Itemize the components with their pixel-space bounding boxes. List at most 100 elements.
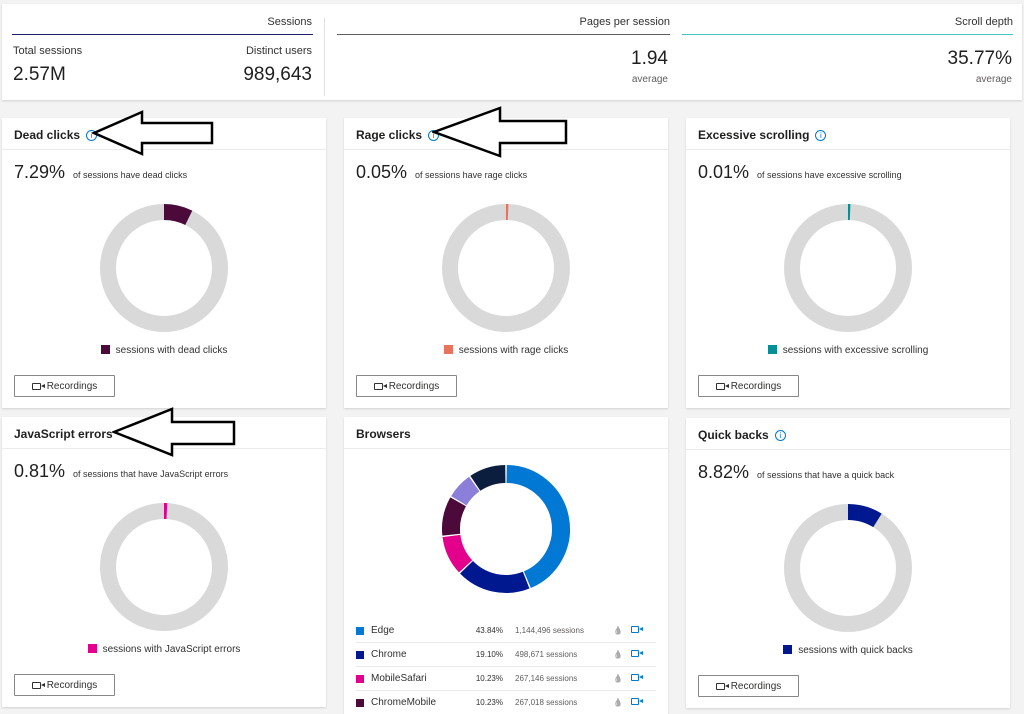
pages-sub: average [631, 74, 668, 85]
metric-donut-chart [100, 204, 228, 332]
metric-percentage: 8.82% [698, 462, 750, 482]
metric-percentage: 0.05% [356, 162, 408, 182]
annotation-arrow-javascript-errors [112, 407, 236, 457]
card-title: JavaScript errors [14, 427, 113, 441]
donut-track [784, 504, 912, 632]
dead-clicks-card: Dead clicks i 7.29% of sessions have dea… [2, 118, 326, 408]
card-title: Dead clicks i [14, 128, 98, 142]
browsers-title: Browsers [356, 427, 411, 441]
flame-icon[interactable]: 💧 [613, 674, 623, 683]
legend-label: sessions with quick backs [798, 645, 913, 656]
browser-sessions: 1,144,496 sessions [515, 626, 584, 635]
legend-swatch [783, 645, 793, 654]
metric-description: of sessions have dead clicks [73, 170, 188, 180]
browsers-donut-chart [442, 465, 570, 593]
flame-icon[interactable]: 💧 [613, 698, 623, 707]
metric-row: 7.29% of sessions have dead clicks [14, 162, 187, 183]
metric-description: of sessions that have a quick back [757, 470, 895, 480]
sessions-underline [12, 34, 313, 35]
metric-row: 0.81% of sessions that have JavaScript e… [14, 461, 228, 482]
info-icon[interactable]: i [428, 129, 440, 141]
browser-row: Chrome 19.10% 498,671 sessions 💧 [356, 643, 656, 667]
recordings-button-label: Recordings [730, 680, 782, 692]
chart-legend: sessions with quick backs [686, 645, 1010, 656]
card-divider [344, 448, 668, 449]
browser-row: Edge 43.84% 1,144,496 sessions 💧 [356, 619, 656, 643]
legend-swatch [356, 626, 364, 635]
legend-label: sessions with dead clicks [115, 345, 228, 356]
video-camera-icon [373, 382, 387, 390]
recordings-button-label: Recordings [46, 380, 98, 392]
chart-legend: sessions with dead clicks [2, 345, 326, 356]
scroll-underline [682, 34, 1013, 35]
browsers-card: Browsers Edge 43.84% 1,144,496 sessions … [344, 417, 668, 714]
distinct-users-label: Distinct users [245, 45, 312, 57]
distinct-users-value: 989,643 [243, 64, 312, 85]
metric-donut-chart [100, 503, 228, 631]
browser-donut-segment [470, 465, 506, 492]
info-icon[interactable]: i [774, 429, 786, 441]
metric-percentage: 0.81% [14, 461, 66, 481]
sessions-title: Sessions [267, 16, 312, 28]
browser-donut-segment [451, 476, 480, 506]
metric-donut-chart [784, 504, 912, 632]
recordings-button-label: Recordings [46, 679, 98, 691]
browser-percentage: 10.23% [475, 674, 503, 683]
browser-sessions: 267,018 sessions [515, 698, 578, 707]
total-sessions-label: Total sessions [13, 45, 83, 57]
recordings-button-label: Recordings [388, 380, 440, 392]
recordings-button[interactable]: Recordings [698, 375, 799, 397]
legend-swatch [100, 345, 110, 354]
recordings-button-label: Recordings [730, 380, 782, 392]
browser-name: MobileSafari [371, 673, 427, 684]
legend-swatch [356, 698, 364, 707]
annotation-arrow-dead-clicks [92, 110, 214, 156]
scroll-value: 35.77% [947, 48, 1012, 69]
metric-description: of sessions have excessive scrolling [757, 170, 902, 180]
recordings-button[interactable]: Recordings [356, 375, 457, 397]
video-camera-icon[interactable] [631, 697, 649, 708]
recordings-button[interactable]: Recordings [698, 675, 799, 697]
donut-segment [163, 204, 193, 226]
donut-segment [847, 504, 882, 528]
donut-track [442, 204, 570, 332]
chart-legend: sessions with excessive scrolling [686, 345, 1010, 356]
total-sessions-value: 2.57M [13, 64, 66, 85]
recordings-button[interactable]: Recordings [14, 375, 115, 397]
flame-icon[interactable]: 💧 [613, 650, 623, 659]
metric-description: of sessions have rage clicks [415, 170, 528, 180]
recordings-button[interactable]: Recordings [14, 674, 115, 696]
flame-icon[interactable]: 💧 [613, 626, 623, 635]
card-title-text: Excessive scrolling [698, 128, 810, 142]
card-title: Excessive scrolling i [698, 128, 827, 142]
metric-donut-chart [442, 204, 570, 332]
video-camera-icon[interactable] [631, 673, 649, 684]
browser-sessions: 498,671 sessions [515, 650, 578, 659]
card-divider [2, 149, 326, 150]
video-camera-icon[interactable] [631, 625, 649, 636]
donut-track [100, 503, 228, 631]
browser-donut-segment [442, 534, 473, 573]
legend-swatch [767, 345, 777, 354]
legend-swatch [356, 650, 364, 659]
scroll-sub: average [975, 74, 1012, 85]
browser-row: ChromeMobile 10.23% 267,018 sessions 💧 [356, 691, 656, 714]
video-camera-icon [715, 682, 729, 690]
card-divider [686, 449, 1010, 450]
browser-percentage: 10.23% [475, 698, 503, 707]
browser-name: ChromeMobile [371, 697, 437, 708]
excessive-scrolling-card: Excessive scrolling i 0.01% of sessions … [686, 118, 1010, 408]
card-title-text: Quick backs [698, 428, 769, 442]
info-icon[interactable]: i [815, 129, 827, 141]
browser-percentage: 19.10% [475, 650, 503, 659]
browsers-title-text: Browsers [356, 427, 411, 441]
javascript-errors-card: JavaScript errors 0.81% of sessions that… [2, 417, 326, 707]
chart-legend: sessions with JavaScript errors [2, 644, 326, 655]
metric-row: 8.82% of sessions that have a quick back [698, 462, 894, 483]
browser-donut-segment [506, 465, 570, 588]
card-title: Quick backs i [698, 428, 786, 442]
browser-name: Edge [371, 625, 395, 636]
video-camera-icon[interactable] [631, 649, 649, 660]
card-title-text: JavaScript errors [14, 427, 113, 441]
browser-row: MobileSafari 10.23% 267,146 sessions 💧 [356, 667, 656, 691]
